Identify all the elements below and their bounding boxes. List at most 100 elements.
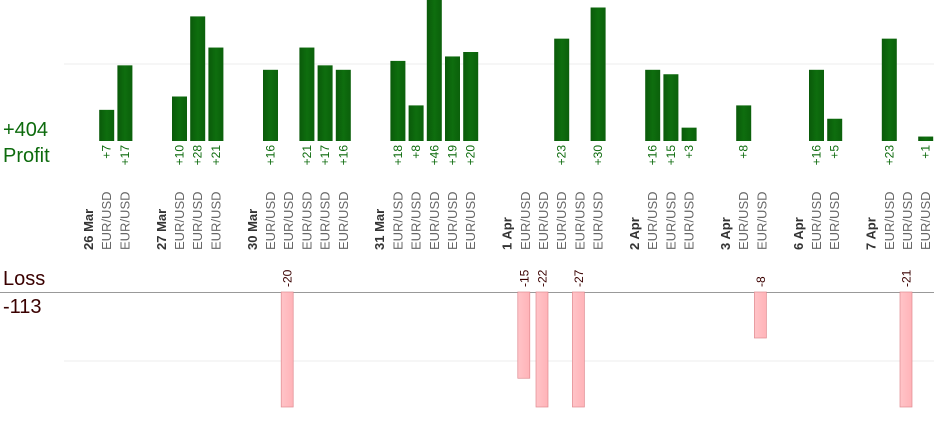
profit-bar [736,105,752,141]
pair-label: EUR/USD [190,191,205,250]
profit-label: Profit [3,145,50,167]
profit-total: +404 [3,119,49,141]
loss-bar [572,291,585,408]
loss-data-label: -20 [281,269,295,287]
profit-data-label: +20 [464,145,478,166]
profit-bar [408,105,424,141]
pair-label: EUR/USD [754,191,769,250]
date-label: 27 Mar [154,209,169,250]
pair-label: EUR/USD [299,191,314,250]
date-label: 6 Apr [791,217,806,250]
profit-bar [335,69,351,141]
profit-bar [881,38,897,141]
loss-data-label: -27 [572,269,586,287]
profit-data-label: +18 [391,145,405,166]
profit-data-label: +46 [427,145,441,166]
loss-bar [754,291,767,339]
pair-label: EUR/USD [900,191,915,250]
profit-bar [463,52,479,141]
loss-data-label: -22 [536,269,550,287]
pair-label: EUR/USD [463,191,478,250]
pair-label: EUR/USD [427,191,442,250]
pair-label: EUR/USD [318,191,333,250]
profit-data-label: +17 [118,145,132,166]
loss-total: -113 [3,296,42,318]
profit-data-label: +5 [828,145,842,159]
pair-label: EUR/USD [445,191,460,250]
profit-data-label: +3 [682,145,696,159]
profit-bar [426,0,442,141]
loss-label: Loss [3,268,46,290]
profit-data-label: +15 [664,145,678,166]
pair-label: EUR/USD [663,191,678,250]
loss-bar [899,291,913,408]
profit-bar [172,96,187,141]
profit-bar [809,69,824,141]
pair-label: EUR/USD [208,191,223,250]
profit-data-label: +21 [209,145,223,166]
pair-label: EUR/USD [572,191,587,250]
profit-data-label: +16 [646,145,660,166]
profit-data-label: +7 [100,145,114,159]
profit-bar [317,65,333,141]
profit-bar [645,69,661,141]
profit-bar [554,38,570,141]
pair-label: EUR/USD [281,191,296,250]
pair-label: EUR/USD [409,191,424,250]
loss-data-label: -15 [517,269,531,287]
pair-label: EUR/USD [117,191,132,250]
profit-bar [681,127,697,141]
profit-bar [663,74,679,141]
profit-data-label: +21 [300,145,314,166]
profit-data-label: +10 [173,145,187,166]
pair-label: EUR/USD [172,191,187,250]
profit-bar [263,69,278,141]
pair-label: EUR/USD [536,191,551,250]
pair-label: EUR/USD [390,191,405,250]
pair-label: EUR/USD [263,191,278,250]
pair-label: EUR/USD [518,191,533,250]
profit-data-label: +23 [882,145,896,166]
profit-bar [299,47,315,141]
profit-data-label: +8 [409,145,423,159]
profit-data-label: +23 [555,145,569,166]
date-label: 2 Apr [627,217,642,250]
profit-bar [117,65,133,141]
pair-label: EUR/USD [918,191,933,250]
profit-data-label: +8 [737,145,751,159]
loss-bar [535,291,549,408]
pair-label: EUR/USD [336,191,351,250]
profit-bar [390,60,406,141]
profit-data-label: +28 [191,145,205,166]
date-label: 31 Mar [372,209,387,250]
pair-label: EUR/USD [736,191,751,250]
profit-data-label: +1 [919,145,933,159]
pair-label: EUR/USD [882,191,897,250]
pair-label: EUR/USD [682,191,697,250]
date-label: 30 Mar [245,209,260,250]
date-label: 1 Apr [500,217,515,250]
profit-bar [99,109,115,141]
profit-data-label: +30 [591,145,605,166]
loss-data-label: -21 [900,269,914,287]
profit-bar [190,16,206,141]
profit-bar [827,118,843,141]
pair-label: EUR/USD [645,191,660,250]
profit-data-label: +16 [264,145,278,166]
pair-label: EUR/USD [809,191,824,250]
pair-label: EUR/USD [554,191,569,250]
profit-data-label: +16 [336,145,350,166]
pair-label: EUR/USD [827,191,842,250]
profit-bar [208,47,224,141]
loss-bar [280,291,294,408]
profit-bar [918,136,934,141]
profit-data-label: +16 [810,145,824,166]
loss-bar [517,291,531,379]
date-label: 26 Mar [81,209,96,250]
loss-data-label: -8 [754,276,768,287]
date-label: 3 Apr [718,217,733,250]
profit-data-label: +17 [318,145,332,166]
profit-bar [590,7,606,141]
profit-data-label: +19 [446,145,460,166]
date-label: 7 Apr [864,217,879,250]
